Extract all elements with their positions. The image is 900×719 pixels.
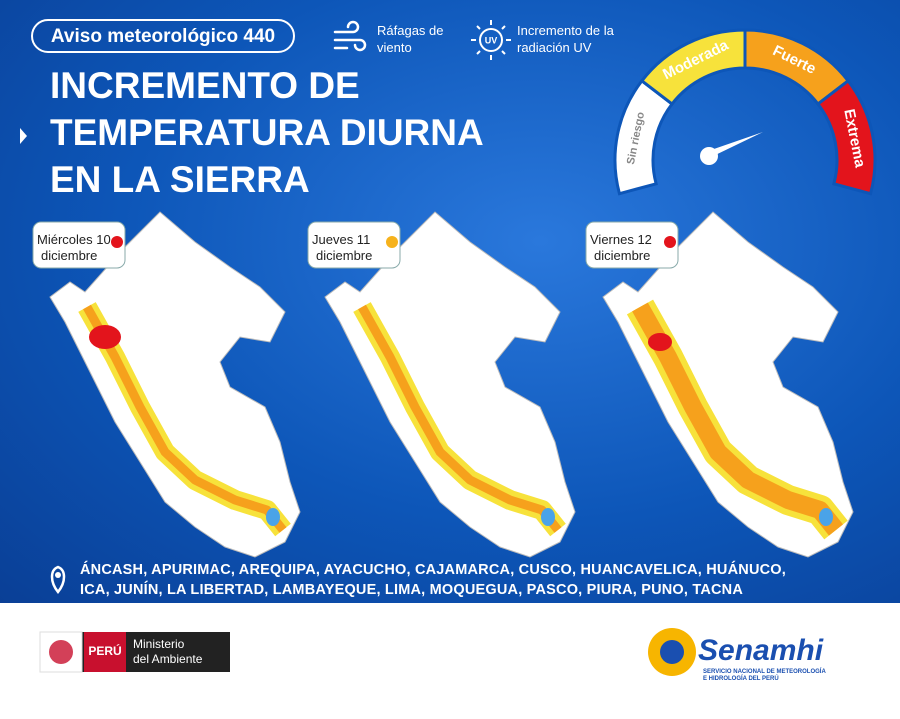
date-label: Miércoles 10 diciembre: [37, 232, 111, 263]
date-tag: [307, 221, 401, 269]
country: PERÚ: [88, 643, 121, 658]
lake-spot: [266, 508, 280, 526]
brand: Senamhi: [698, 634, 824, 667]
location-pin: [50, 565, 66, 595]
alert-spot-red: [648, 333, 672, 351]
gauge-segment: [815, 78, 877, 196]
day-level: [111, 236, 123, 248]
ministry: Ministerio del Ambiente: [133, 637, 203, 666]
gauge-needle: [705, 132, 763, 160]
peru-map: [324, 211, 576, 558]
date-tag: [32, 221, 126, 269]
coat-of-arms: [49, 640, 73, 664]
date-tag: [585, 221, 679, 269]
date-label: Viernes 12 diciembre: [590, 232, 652, 263]
uv-rays: [471, 20, 511, 60]
regions: ÁNCASH, APURIMAC, AREQUIPA, AYACUCHO, CA…: [80, 562, 786, 598]
day-level: [664, 236, 676, 248]
date-line: diciembre: [594, 248, 650, 263]
uv-symbol: UV: [485, 35, 498, 45]
pin-dot: [55, 572, 61, 578]
peru-map: [49, 211, 301, 558]
wind-icon: [333, 20, 367, 52]
lake-spot: [819, 508, 833, 526]
badge-frame: [31, 19, 295, 53]
date-line: Viernes 12: [590, 232, 652, 247]
brand-subtitle: SERVICIO NACIONAL DE METEOROLOGÍA E HIDRO…: [703, 667, 826, 682]
peru-map: [602, 211, 854, 558]
icon-label: Incremento de la radiación UV: [517, 23, 615, 55]
date-line: Jueves 11: [312, 232, 370, 247]
date-line: diciembre: [41, 248, 97, 263]
icon-label: Ráfagas de viento: [377, 23, 444, 55]
date-line: Miércoles 10: [37, 232, 111, 247]
gauge-hub: [700, 147, 718, 165]
uv-icon: [479, 28, 503, 52]
alert-spot-red: [89, 325, 121, 349]
date-label: Jueves 11 diciembre: [312, 232, 372, 263]
senamhi-sun: [648, 628, 696, 676]
day-level: [386, 236, 398, 248]
badge-text: Aviso meteorológico 440: [51, 26, 275, 47]
peru-box: [84, 632, 126, 672]
lake-spot: [541, 508, 555, 526]
date-line: diciembre: [316, 248, 372, 263]
title-arrow: [20, 128, 27, 144]
title: INCREMENTO DE TEMPERATURA DIURNA EN LA SIE…: [50, 65, 484, 200]
